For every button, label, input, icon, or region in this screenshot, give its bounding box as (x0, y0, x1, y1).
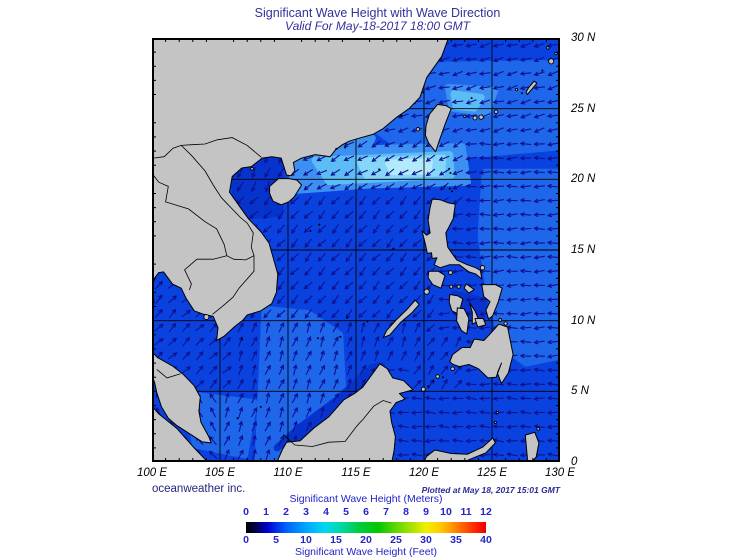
feet-tick: 30 (420, 534, 432, 546)
map-canvas (152, 38, 560, 462)
meters-tick: 8 (403, 506, 409, 518)
meters-tick: 7 (383, 506, 389, 518)
lat-tick-label: 10 N (571, 314, 596, 327)
feet-tick: 40 (480, 534, 492, 546)
feet-tick: 0 (243, 534, 249, 546)
feet-tick: 20 (360, 534, 372, 546)
feet-tick: 10 (300, 534, 312, 546)
lat-tick-label: 25 N (571, 102, 596, 115)
lat-tick-label: 15 N (571, 244, 596, 256)
meters-tick: 1 (263, 506, 269, 518)
meters-tick: 6 (363, 506, 369, 518)
meters-tick: 5 (343, 506, 349, 518)
meters-tick: 0 (243, 506, 249, 518)
lon-tick-label: 100 E (136, 467, 168, 479)
valid-time-subtitle: Valid For May-18-2017 18:00 GMT (285, 19, 470, 33)
feet-tick: 5 (273, 534, 279, 546)
lon-tick-label: 120 E (408, 467, 440, 479)
lat-tick-label: 0 (571, 456, 578, 468)
legend-feet-label: Significant Wave Height (Feet) (294, 546, 437, 558)
lon-tick-label: 125 E (476, 467, 508, 479)
meters-tick: 12 (480, 506, 492, 518)
meters-tick: 9 (423, 506, 429, 518)
wave-height-map (152, 38, 560, 462)
meters-tick: 4 (323, 506, 329, 518)
lon-tick-label: 115 E (341, 467, 371, 479)
lat-tick-label: 5 N (571, 385, 589, 398)
legend-meters-label: Significant Wave Height (Meters) (289, 493, 443, 505)
feet-tick: 35 (450, 534, 462, 546)
credit-text: oceanweather inc. (152, 483, 246, 495)
lon-tick-label: 110 E (273, 467, 303, 479)
page-title: Significant Wave Height with Wave Direct… (254, 6, 501, 20)
lat-tick-label: 20 N (571, 173, 596, 186)
wave-height-colorbar (246, 522, 486, 533)
meters-tick: 3 (303, 506, 309, 518)
meters-tick: 11 (460, 506, 472, 518)
lon-tick-label: 130 E (544, 467, 576, 479)
meters-tick: 2 (283, 506, 289, 518)
feet-tick: 15 (330, 534, 342, 546)
feet-tick: 25 (390, 534, 402, 546)
lat-tick-label: 30 N (571, 32, 596, 44)
plotted-timestamp: Plotted at May 18, 2017 15:01 GMT (421, 485, 560, 495)
meters-tick: 10 (440, 506, 452, 518)
lon-tick-label: 105 E (204, 467, 236, 479)
